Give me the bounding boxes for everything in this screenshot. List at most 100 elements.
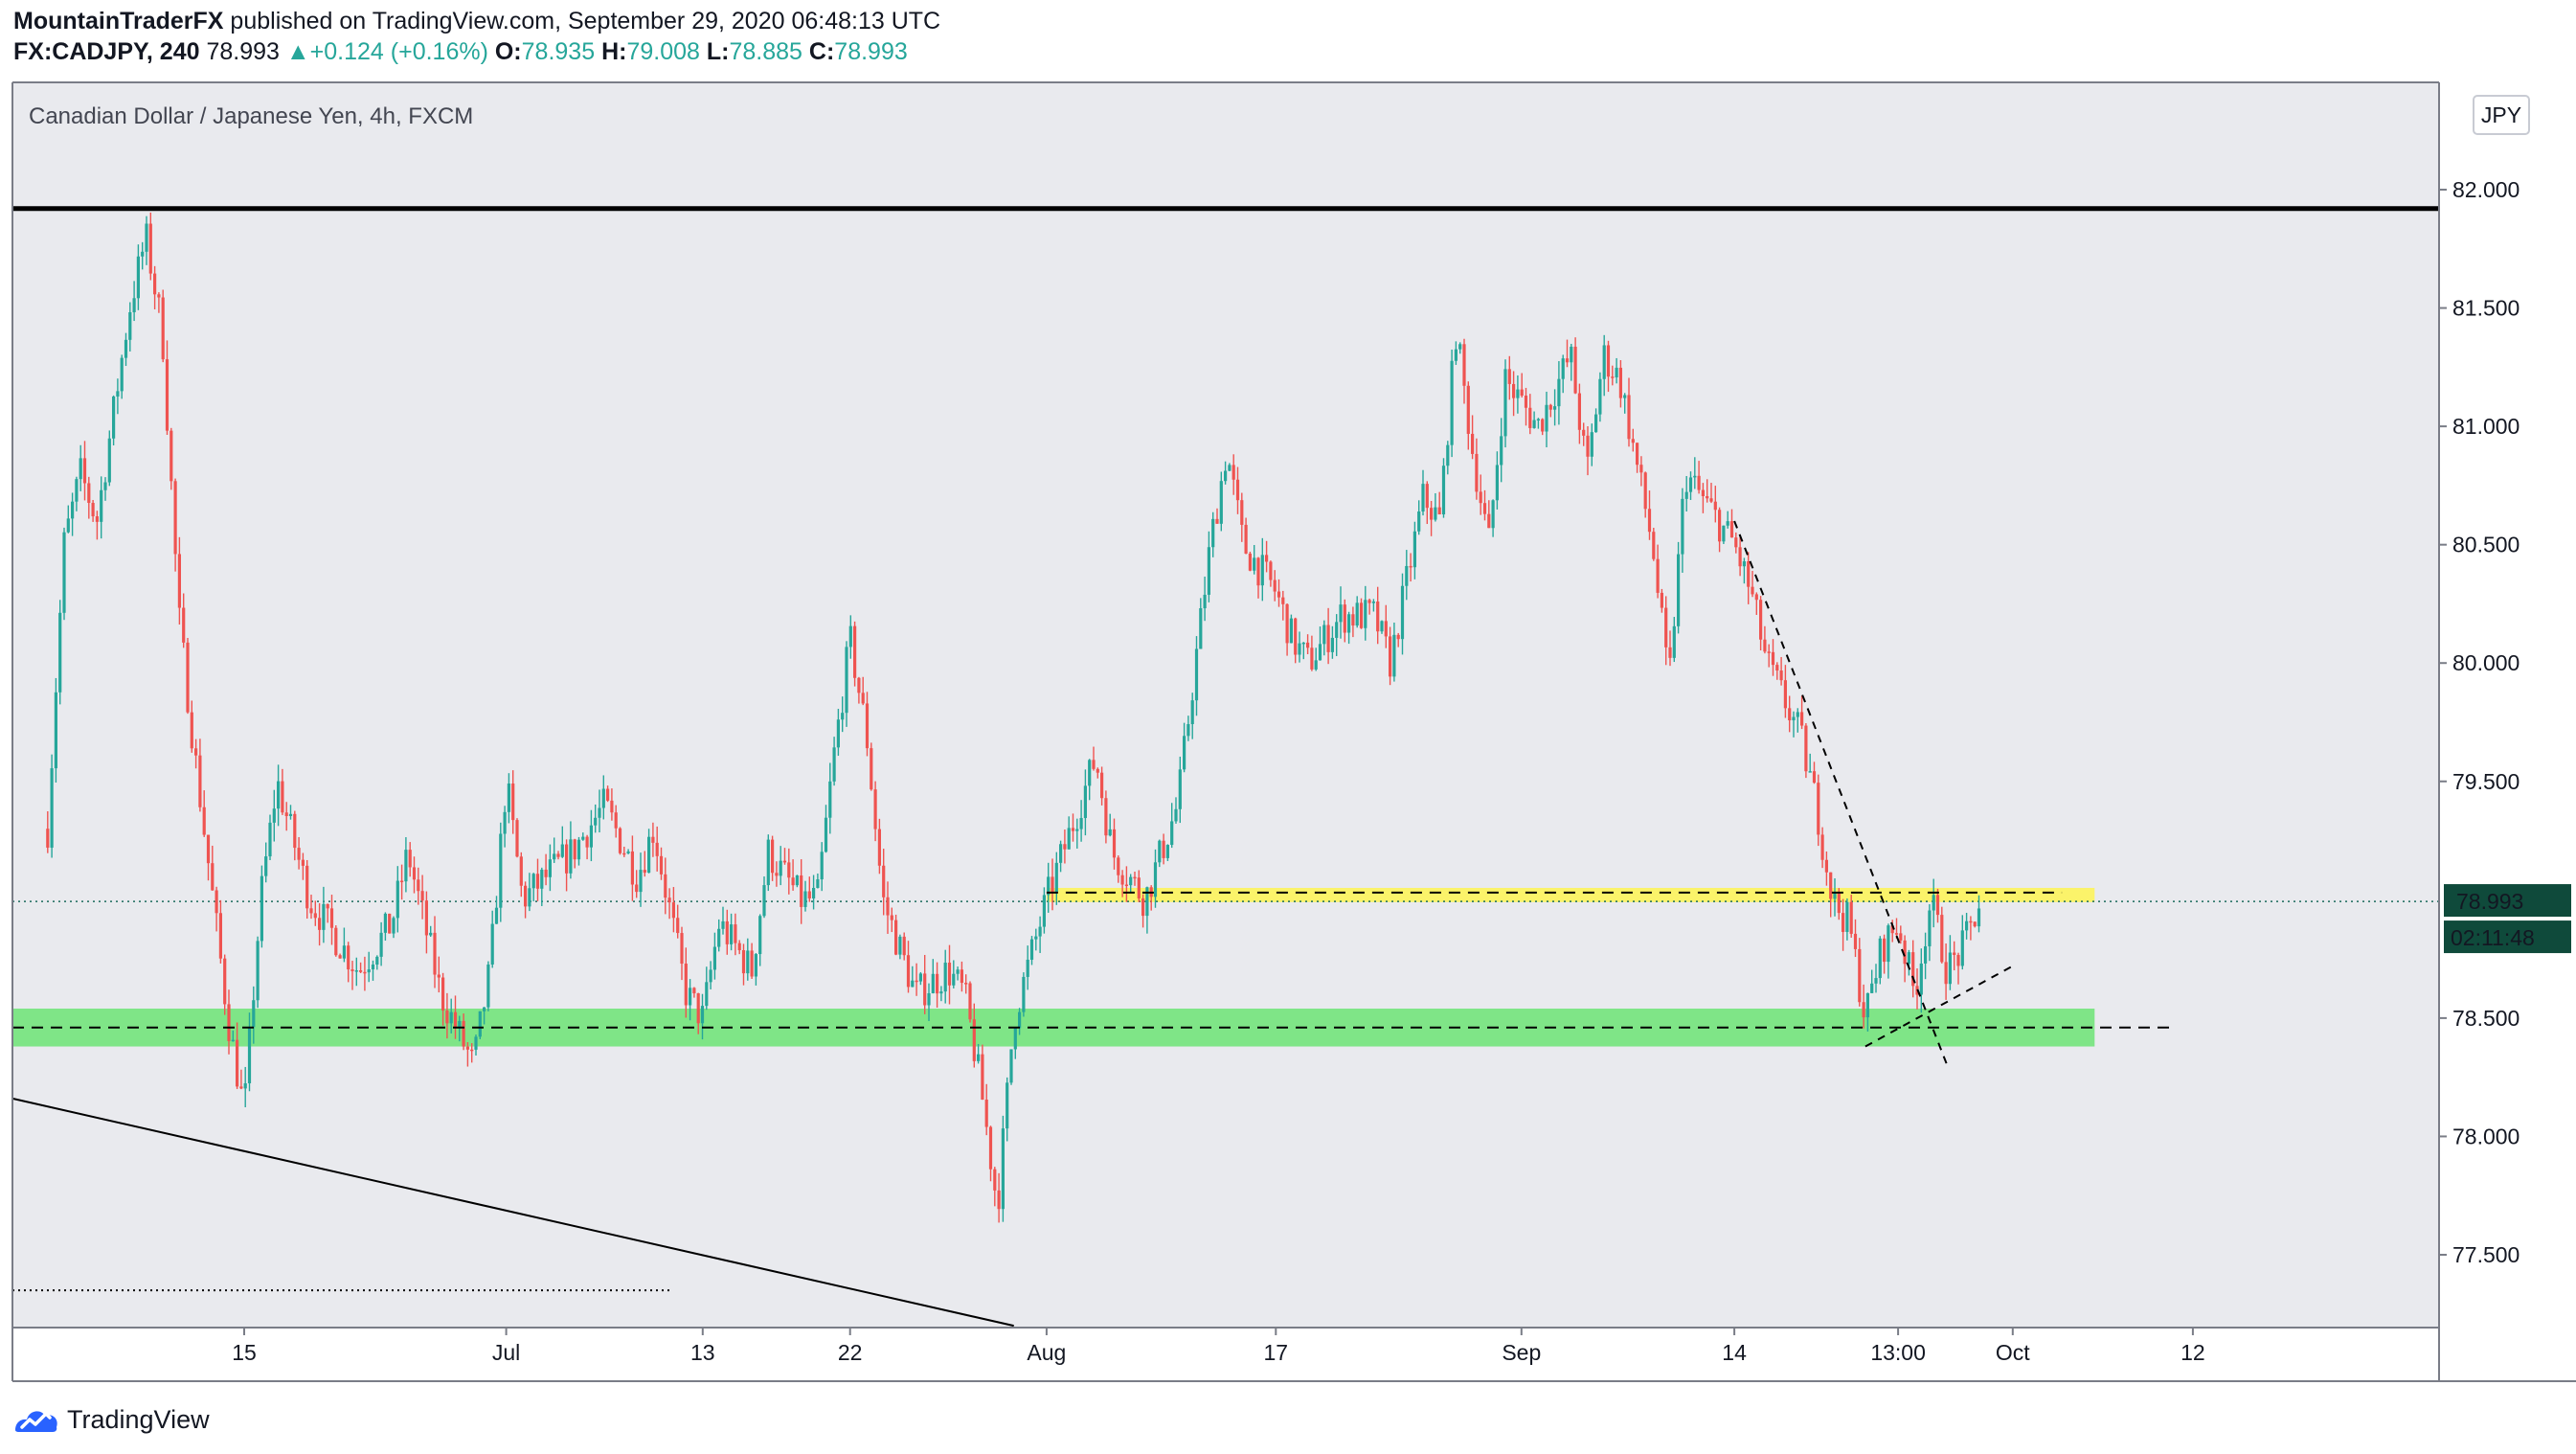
candle-body [997,1190,1001,1210]
candle-body [1594,414,1598,433]
candle-body [898,936,902,955]
candle-body [1783,680,1787,709]
candle-body [100,489,103,522]
candle-body [1545,404,1548,432]
symbol-label: FX:CADJPY, 240 [13,38,200,65]
candle-body [363,971,367,974]
candle-body [1314,660,1318,670]
candle-body [1582,429,1586,436]
candle-body [112,396,116,439]
candle-body [107,438,111,483]
candle-body [528,888,531,907]
time-axis-panel[interactable] [12,1328,2439,1381]
candle-body [173,481,177,555]
candle-body [1256,557,1260,586]
candle-body [239,1086,243,1089]
candle-body [1389,636,1392,677]
candle-body [1384,621,1388,637]
candle-body [1364,600,1367,628]
candle-body [1829,872,1833,899]
last-price: 78.993 [206,38,280,65]
candle-body [79,458,82,480]
candle-body [1536,419,1540,421]
currency-button[interactable] [2473,95,2530,135]
y-tick-label: 77.500 [2452,1242,2520,1267]
close-value: 78.993 [834,38,908,65]
candle-body [832,747,836,782]
x-tick-label: Oct [1996,1340,2030,1365]
candle-body [186,642,190,713]
candle-body [1137,877,1141,898]
candle-body [544,869,548,877]
candle-body [626,851,630,853]
candle-body [734,924,737,943]
candle-body [329,908,334,928]
candle-body [236,1039,239,1087]
author-name[interactable]: MountainTraderFX [13,8,224,34]
candle-body [1412,531,1416,568]
candle-body [1953,952,1956,955]
candle-body [1075,829,1079,831]
price-axis-panel[interactable] [2439,82,2576,1381]
candle-body [153,273,157,295]
candle-body [1709,498,1713,502]
candle-body [1441,466,1446,515]
candle-body [1475,453,1479,492]
candle-body [717,928,721,947]
candle-body [1203,594,1207,609]
candle-body [712,946,716,970]
candle-body [841,713,845,720]
candle-body [392,918,395,934]
x-tick-label: 14 [1722,1340,1747,1365]
candle-body [1339,604,1343,623]
candle-body [1322,625,1326,645]
candle-body [1718,510,1722,542]
candle-body [1965,920,1969,931]
candle-body [1120,875,1124,885]
x-tick-label: Sep [1502,1340,1541,1365]
candle-body [1306,642,1310,648]
candle-body [1285,603,1289,644]
candle-body [218,913,222,959]
candle-body [795,875,799,886]
footer-brand[interactable]: TradingView [67,1404,210,1434]
candle-body [1129,876,1133,886]
candle-body [531,874,535,889]
candle-body [260,875,263,942]
candle-body [474,1036,478,1050]
candle-body [264,856,268,876]
candle-body [741,950,746,974]
candle-body [1355,602,1359,626]
currency-label: JPY [2481,102,2521,127]
long-trendline [11,1097,1014,1328]
candle-body [816,879,820,889]
candle-body [62,532,66,613]
candle-body [1029,939,1034,960]
candle-body [1845,901,1849,932]
candle-body [1788,708,1792,721]
candle-body [1532,420,1536,428]
candle-body [1677,554,1681,626]
candle-body [906,955,911,988]
published-text: published on TradingView.com, September … [230,8,941,34]
candle-body [988,1126,993,1170]
candle-body [585,836,589,848]
candle-body [601,788,605,808]
high-label: H: [601,38,627,65]
candle-body [1541,419,1545,432]
candle-body [490,923,494,965]
candle-body [800,875,803,907]
candle-body [589,825,593,848]
candle-body [1969,920,1973,923]
current-price-label: 78.993 [2456,889,2523,914]
candle-body [120,357,124,392]
candle-body [87,483,91,504]
candle-body [1067,828,1071,850]
candle-body [762,885,766,917]
candle-body [350,969,354,971]
candle-body [1301,642,1305,645]
low-value: 78.885 [729,38,802,65]
candle-body [46,829,50,848]
candle-body [622,852,626,855]
